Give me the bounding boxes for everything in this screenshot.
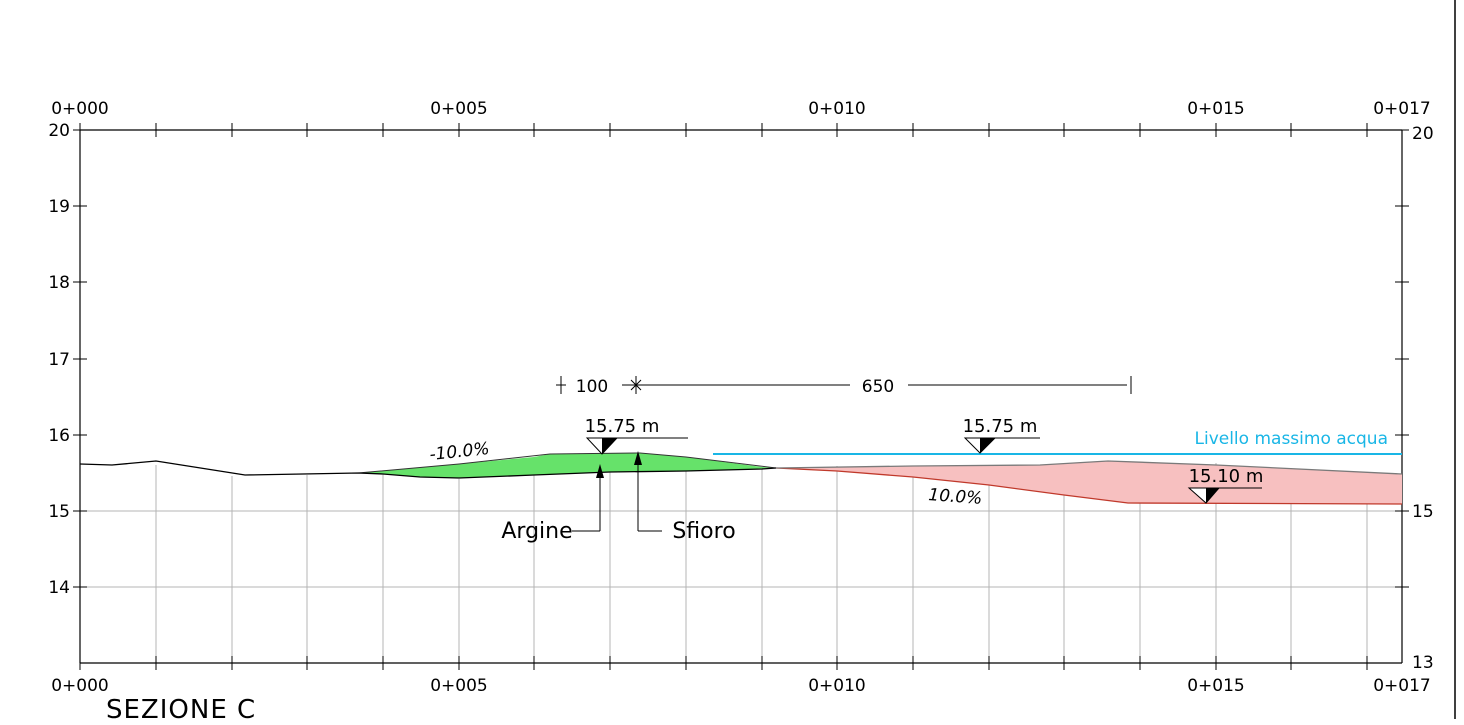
horizontal-grid <box>80 510 1402 588</box>
slope-label-right: 10.0% <box>928 485 983 509</box>
elevation-left-18: 18 <box>48 273 70 293</box>
chainage-bottom-3: 0+015 <box>1187 676 1245 696</box>
chainage-top-4: 0+017 <box>1373 99 1431 119</box>
elevation-ticks <box>73 129 1409 588</box>
sfioro-arrow <box>634 451 642 465</box>
elevation-left-16: 16 <box>48 426 70 446</box>
elevation-left-14: 14 <box>48 578 70 598</box>
level-marker-2 <box>963 437 1040 454</box>
dimension-100: 100 <box>576 377 608 397</box>
elevation-right-20: 20 <box>1412 124 1434 144</box>
chainage-top-0: 0+000 <box>51 99 109 119</box>
elevation-left-19: 19 <box>48 197 70 217</box>
water-level-label: Livello massimo acqua <box>1195 429 1389 449</box>
chainage-bottom-1: 0+005 <box>430 676 488 696</box>
ground-profile <box>79 460 777 479</box>
elevation-left-17: 17 <box>48 350 70 370</box>
level-label-1: 15.75 m <box>585 416 660 437</box>
chainage-ticks <box>79 123 1368 670</box>
fill-top-edge <box>357 452 777 474</box>
sfioro-label: Sfioro <box>672 519 735 544</box>
level-label-3: 15.10 m <box>1189 466 1264 487</box>
section-title: SEZIONE C <box>106 695 257 725</box>
cut-area <box>776 461 1402 504</box>
cut-top-edge <box>775 460 1403 475</box>
elevation-left-15: 15 <box>48 502 70 522</box>
vertical-grid <box>155 462 1368 663</box>
chainage-bottom-2: 0+010 <box>808 676 866 696</box>
level-label-2: 15.75 m <box>963 416 1038 437</box>
elevation-right-13: 13 <box>1412 653 1434 673</box>
argine-label: Argine <box>501 519 572 544</box>
chainage-bottom-0: 0+000 <box>51 676 109 696</box>
fill-area <box>358 453 776 478</box>
elevation-right-15: 15 <box>1412 502 1434 522</box>
elevation-left-20: 20 <box>48 121 70 141</box>
chainage-top-1: 0+005 <box>430 99 488 119</box>
dimension-line <box>556 376 1132 394</box>
chainage-bottom-4: 0+017 <box>1373 676 1431 696</box>
sfioro-callout <box>637 462 662 532</box>
chainage-top-3: 0+015 <box>1187 99 1245 119</box>
cut-bottom-edge <box>775 467 1403 505</box>
argine-callout <box>572 474 601 532</box>
frame-axes <box>79 129 1403 664</box>
level-marker-3 <box>1187 487 1262 504</box>
dimension-650: 650 <box>862 377 894 397</box>
argine-arrow <box>596 464 604 478</box>
chainage-top-2: 0+010 <box>808 99 866 119</box>
level-marker-1 <box>585 437 688 455</box>
